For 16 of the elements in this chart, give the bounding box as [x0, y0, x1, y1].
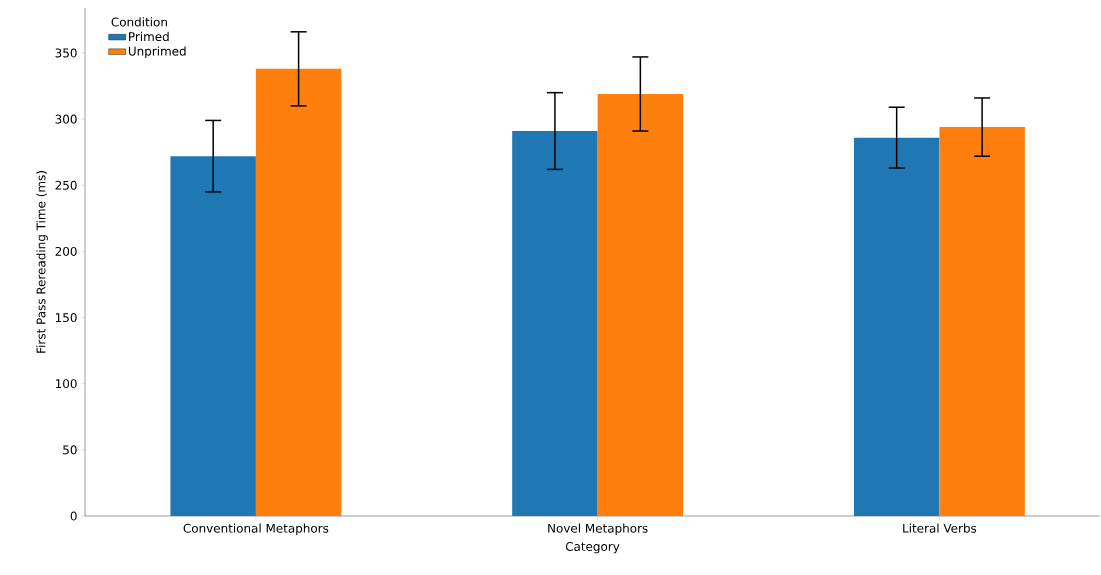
y-tick-label: 100: [55, 379, 77, 389]
legend-title: Condition: [111, 17, 167, 27]
legend-label: Unprimed: [128, 46, 186, 58]
y-tick-label: 250: [55, 180, 77, 190]
x-axis-title: Category: [565, 541, 620, 554]
x-tick-label: Novel Metaphors: [548, 523, 648, 536]
x-tick-label: Literal Verbs: [903, 523, 977, 533]
y-tick-label: 200: [55, 246, 77, 256]
legend-label: Primed: [129, 31, 169, 42]
y-axis-title: First Pass Rereading Time (ms): [36, 171, 48, 353]
y-tick-label: 350: [55, 48, 77, 58]
y-tick-label: 300: [55, 114, 77, 124]
y-tick-label: 50: [63, 445, 77, 455]
y-tick-label: 150: [55, 313, 77, 323]
y-tick-label: 0: [70, 511, 77, 521]
x-tick-label: Conventional Metaphors: [183, 523, 329, 536]
